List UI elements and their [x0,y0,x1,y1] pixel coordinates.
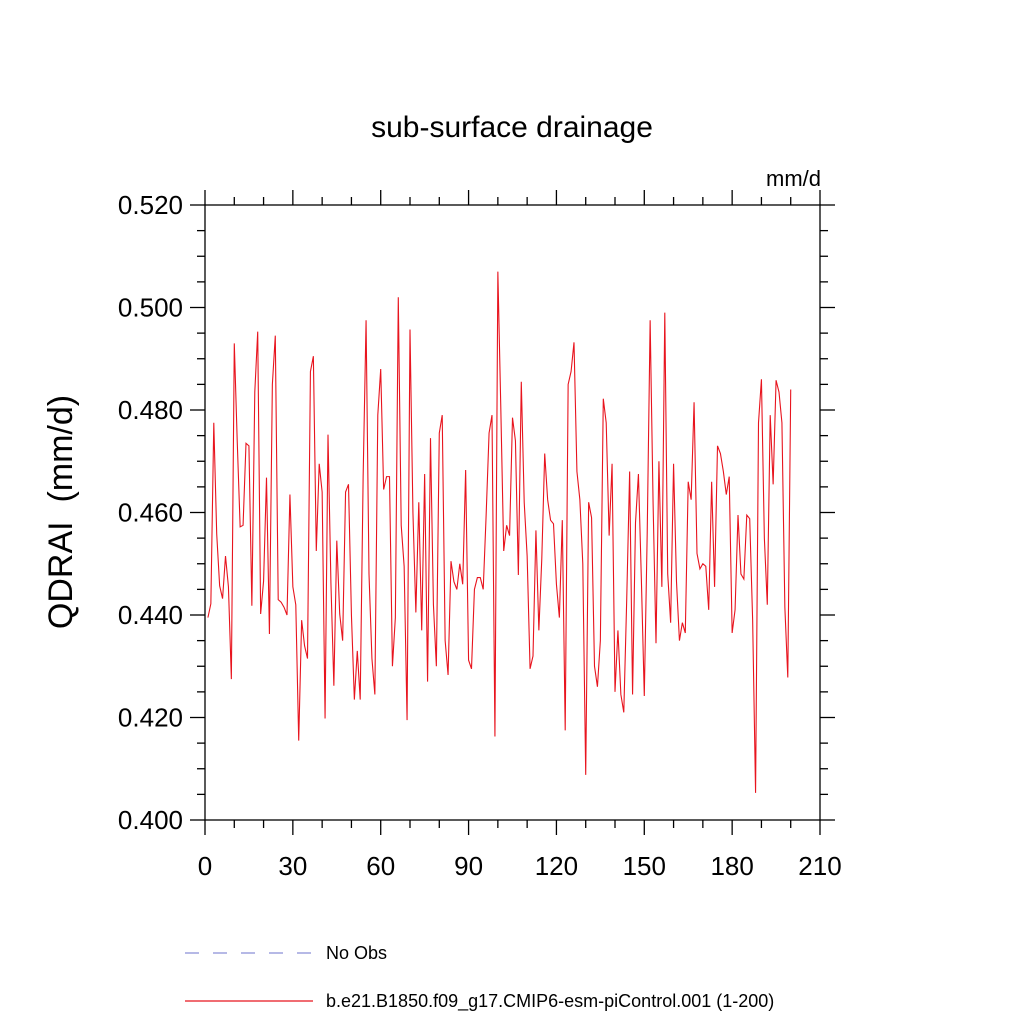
x-tick-label: 90 [454,851,483,881]
x-tick-label: 30 [278,851,307,881]
x-tick-label: 0 [198,851,212,881]
x-tick-label: 60 [366,851,395,881]
y-axis-label: QDRAI (mm/d) [42,395,80,629]
y-tick-label: 0.460 [118,498,183,528]
legend: No Obs b.e21.B1850.f09_g17.CMIP6-esm-piC… [185,943,774,1012]
plot-frame [204,204,821,821]
y-tick-label: 0.480 [118,395,183,425]
chart-title: sub-surface drainage [371,111,653,144]
y-tick-label: 0.520 [118,190,183,220]
axis-ticks [190,190,835,835]
x-tick-label: 150 [623,851,666,881]
series-lines [207,271,792,793]
y-tick-label: 0.440 [118,600,183,630]
x-tick-label: 180 [710,851,753,881]
legend-label-no-obs: No Obs [326,943,387,963]
axis-tick-labels: 0 30 60 90 120 150 180 210 0.400 0.420 0.440 0.460 0… [118,190,842,881]
units-label: mm/d [766,166,821,191]
x-tick-label: 120 [535,851,578,881]
y-tick-label: 0.400 [118,805,183,835]
series-line-1 [207,271,792,793]
y-tick-label: 0.500 [118,293,183,323]
y-tick-label: 0.420 [118,703,183,733]
x-tick-label: 210 [798,851,841,881]
legend-label-model: b.e21.B1850.f09_g17.CMIP6-esm-piControl.… [326,991,774,1012]
